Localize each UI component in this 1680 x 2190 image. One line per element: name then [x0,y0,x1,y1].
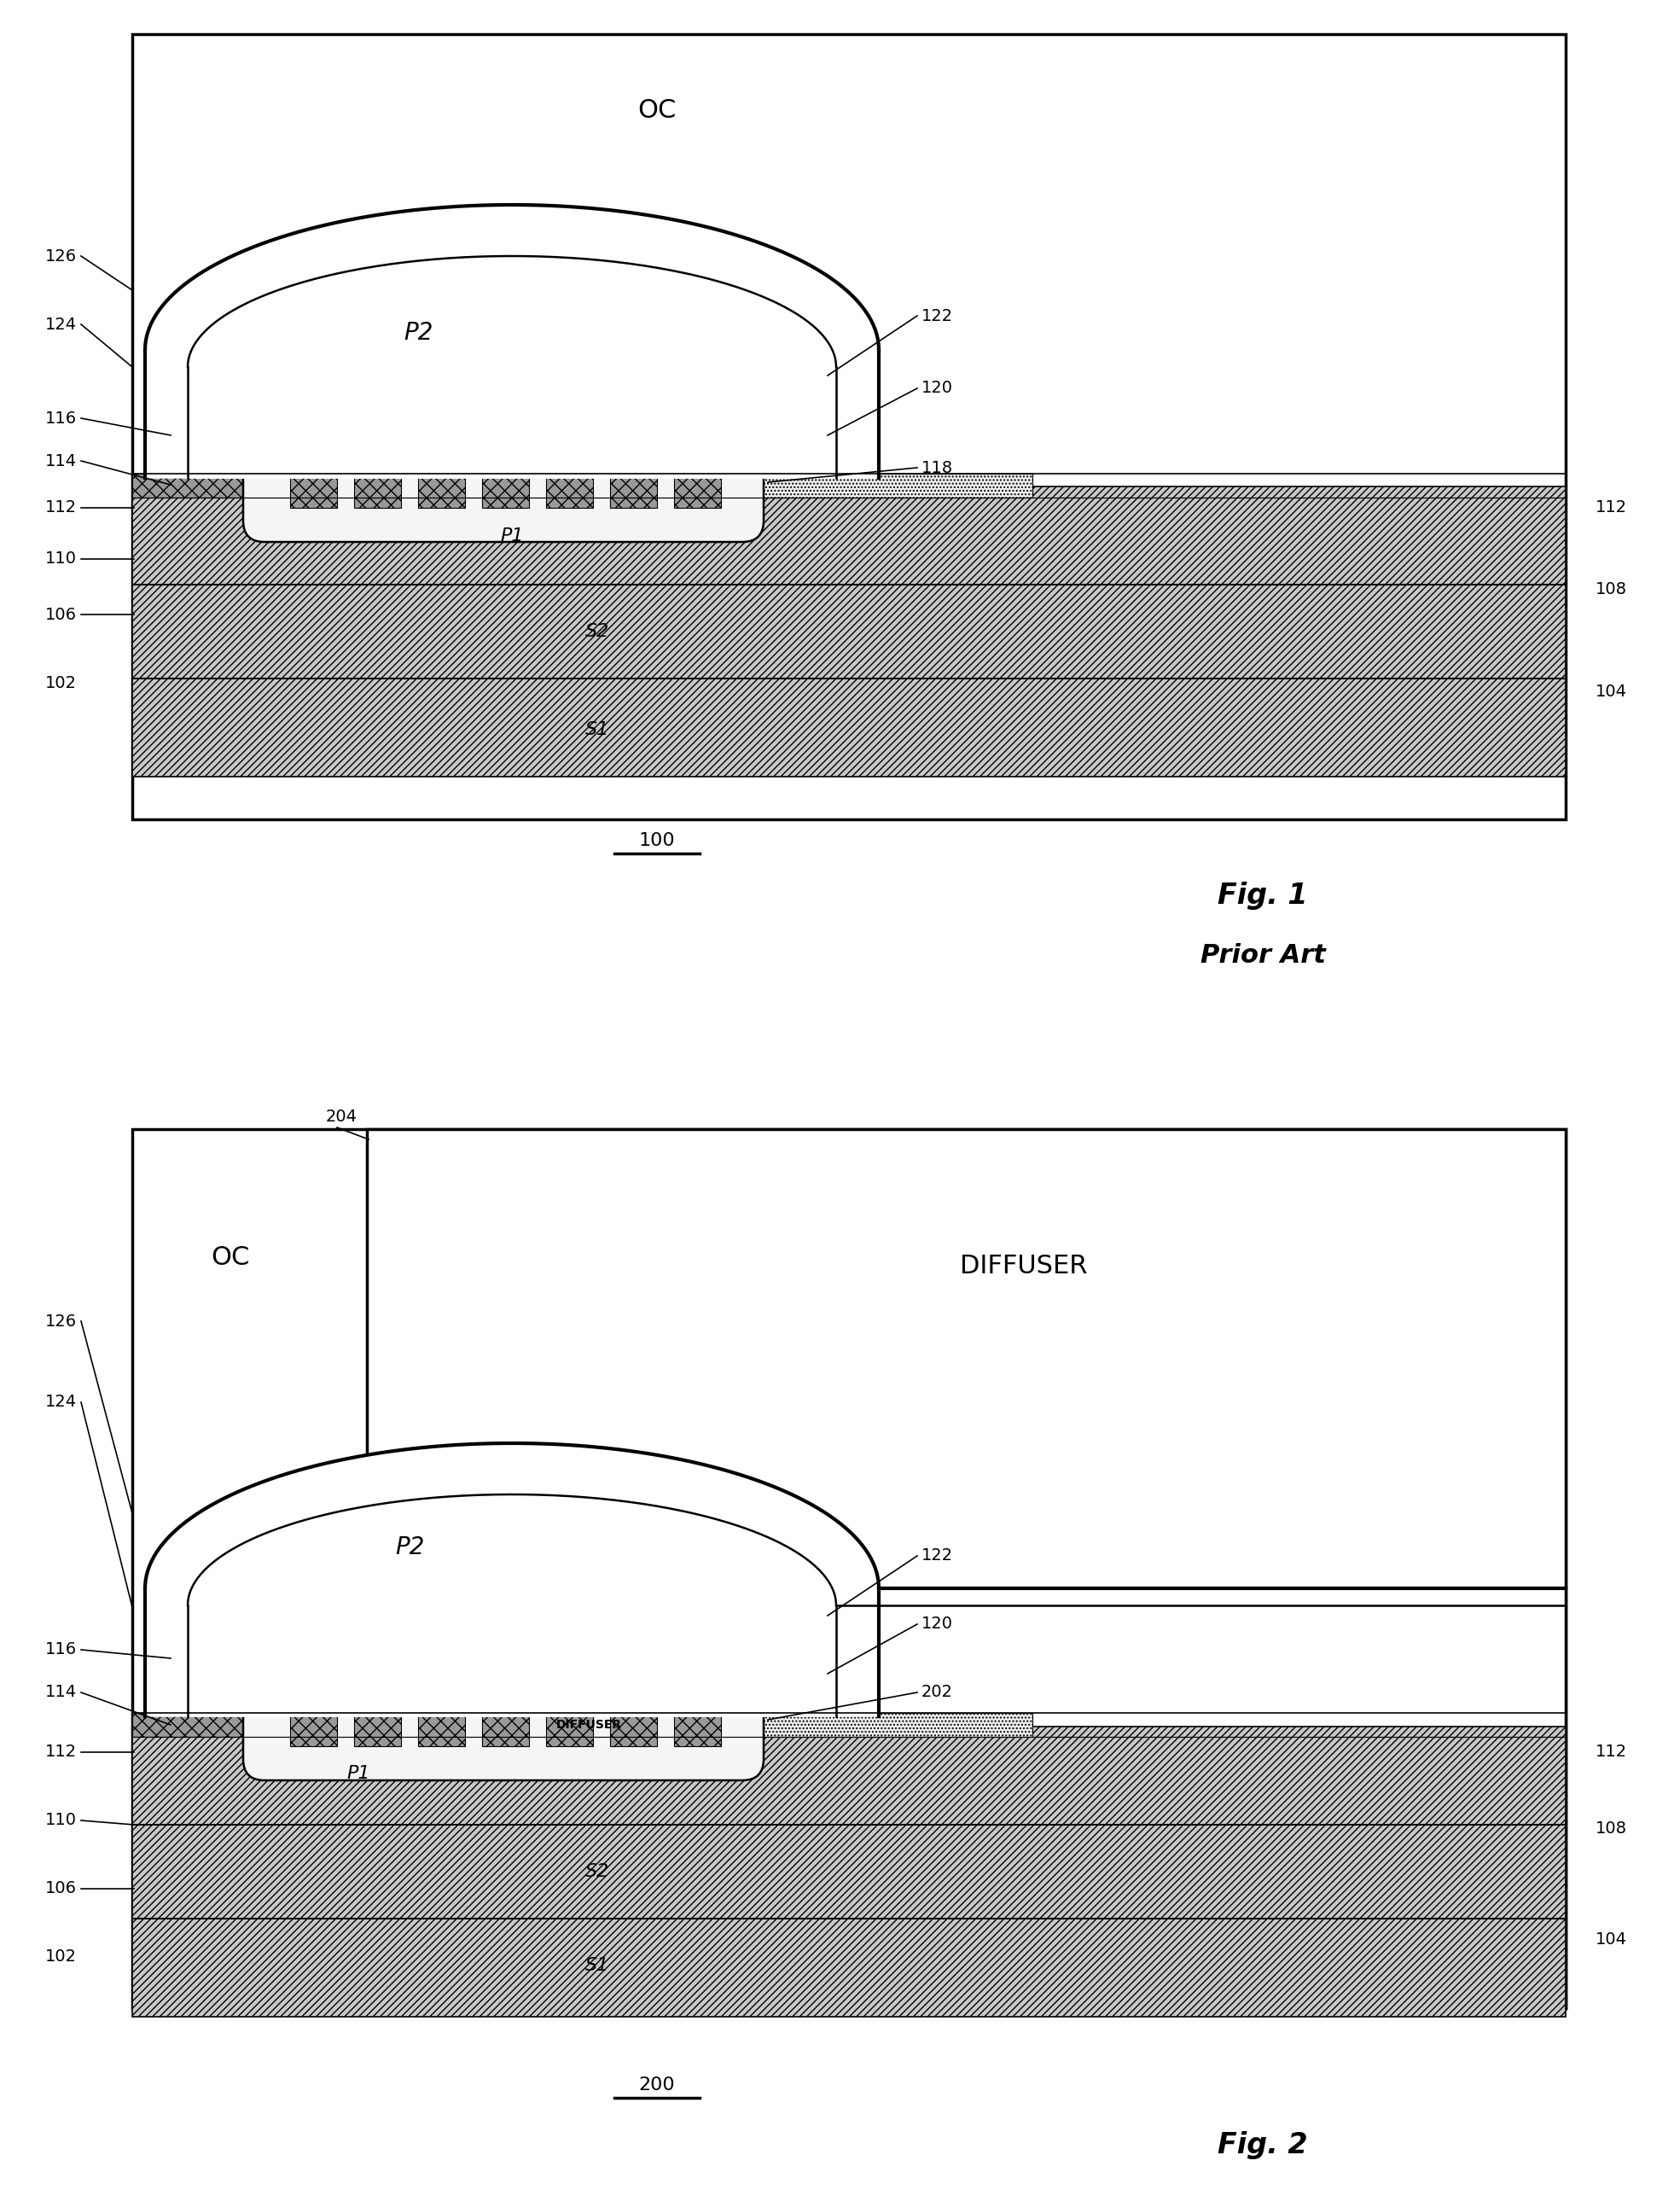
Text: DIFFUSER: DIFFUSER [556,1719,622,1730]
Text: 106: 106 [45,607,77,622]
Bar [133,1918,1566,2017]
Text: Prior Art: Prior Art [1200,944,1326,968]
Text: 112: 112 [45,1743,77,1761]
Text: 124: 124 [45,315,77,333]
Text: 114: 114 [45,1684,77,1702]
Text: 102: 102 [45,1949,77,1964]
Text: 126: 126 [45,1314,77,1329]
Text: S1: S1 [585,721,610,738]
Polygon shape [188,1494,837,1717]
Bar [418,1627,465,1745]
Bar [610,1627,657,1745]
Text: 102: 102 [45,675,77,690]
Text: 116: 116 [45,410,77,427]
Bar [482,1627,529,1745]
Text: 204: 204 [326,1108,358,1123]
Bar [133,486,1566,585]
Bar [133,1824,1566,1918]
Text: 122: 122 [922,1548,953,1564]
Text: 114: 114 [45,453,77,469]
Text: 100: 100 [638,832,675,850]
Bar [133,585,1566,679]
Text: P1: P1 [346,1765,370,1783]
Bar [291,388,338,508]
Bar [264,473,1033,497]
Text: 118: 118 [922,460,953,475]
Text: 116: 116 [45,1642,77,1658]
Text: 200: 200 [638,2076,675,2094]
Text: 108: 108 [1596,580,1628,598]
Polygon shape [144,206,879,477]
Bar [264,1713,1033,1737]
Bar [546,1627,593,1745]
FancyBboxPatch shape [244,1588,764,1780]
Polygon shape [188,256,837,477]
Text: P2: P2 [395,1535,425,1559]
Text: 110: 110 [45,1813,77,1829]
Text: 112: 112 [1596,1743,1628,1761]
Text: DIFFUSER: DIFFUSER [959,1253,1087,1279]
Bar [366,1130,1566,2008]
Text: 126: 126 [45,247,77,265]
Text: 106: 106 [45,1881,77,1897]
Bar [610,388,657,508]
Text: OC: OC [638,99,677,123]
Bar [354,1627,402,1745]
Bar [133,35,1566,819]
Text: 124: 124 [45,1395,77,1410]
Text: 202: 202 [922,1684,953,1702]
Text: 112: 112 [45,499,77,517]
Text: P1: P1 [501,528,524,545]
Polygon shape [144,1443,879,1717]
Bar [418,388,465,508]
Bar [354,388,402,508]
Text: OC: OC [212,1244,250,1270]
Bar [133,1713,264,1737]
Text: 120: 120 [922,1616,953,1632]
Text: 104: 104 [1596,1932,1628,1949]
Text: 108: 108 [1596,1820,1628,1837]
Bar [133,679,1566,777]
Text: 110: 110 [45,552,77,567]
Text: 104: 104 [1596,683,1628,699]
Bar [482,388,529,508]
FancyBboxPatch shape [244,350,764,541]
Bar [133,473,264,497]
Text: S2: S2 [585,622,610,639]
Bar [133,1130,1566,2008]
Bar [674,388,721,508]
Text: 112: 112 [1596,499,1628,517]
Text: 120: 120 [922,381,953,396]
Bar [133,1726,1566,1824]
Bar [546,388,593,508]
Text: S1: S1 [585,1958,610,1973]
Text: Fig. 2: Fig. 2 [1218,2131,1307,2159]
Text: S2: S2 [585,1864,610,1881]
Bar [674,1627,721,1745]
Text: Fig. 1: Fig. 1 [1218,883,1307,911]
Text: P2: P2 [403,322,433,344]
Bar [291,1627,338,1745]
Text: 122: 122 [922,307,953,324]
